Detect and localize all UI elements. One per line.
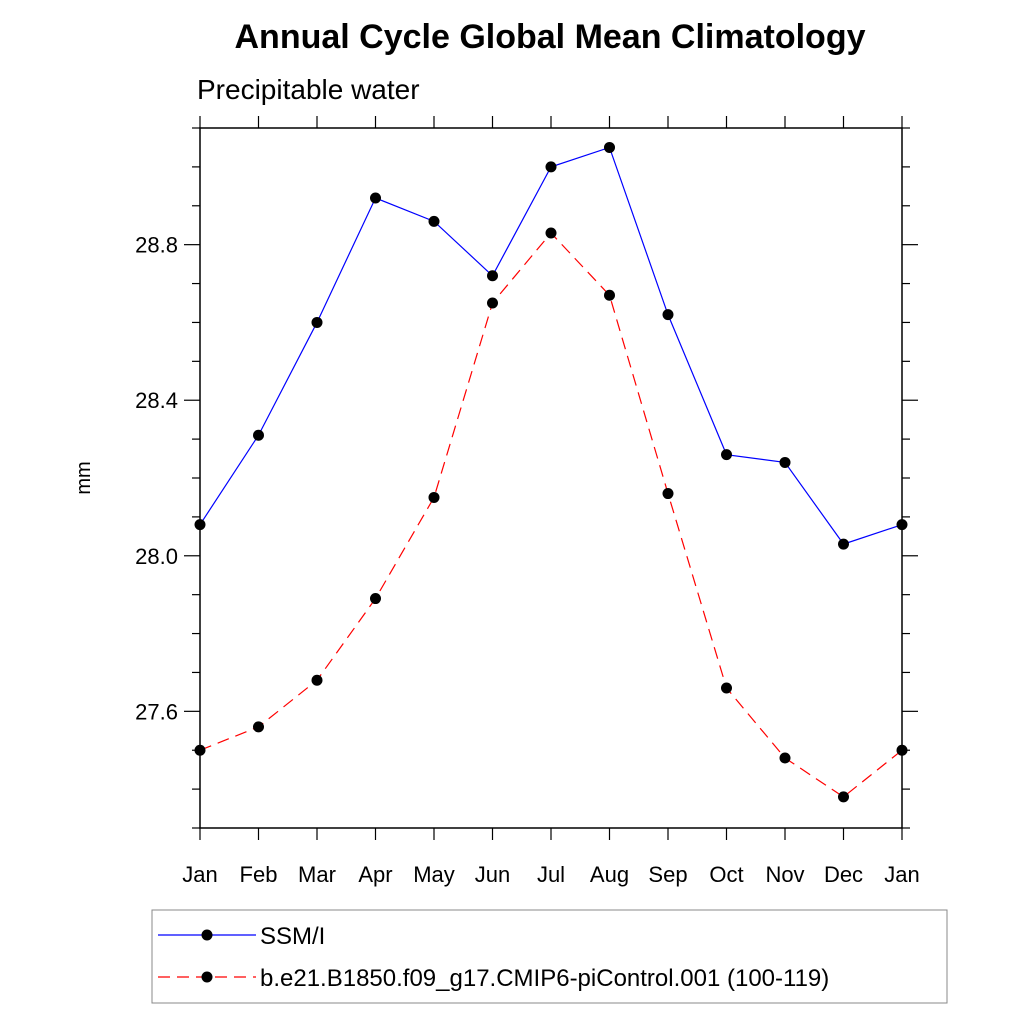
x-tick-label: Dec (824, 862, 863, 887)
x-tick-label: Sep (648, 862, 687, 887)
legend-label-1: SSM/I (260, 923, 325, 950)
y-tick-label: 27.6 (135, 699, 178, 724)
series-line-2 (199, 232, 903, 798)
chart-subtitle: Precipitable water (197, 74, 420, 105)
x-tick-label: Jan (182, 862, 217, 887)
data-point-series-1 (896, 519, 908, 531)
legend-marker-2 (201, 971, 213, 983)
data-point-series-1 (428, 215, 440, 227)
data-point-series-2 (253, 721, 264, 733)
data-point-series-2 (545, 227, 557, 239)
x-tick-label: Nov (765, 862, 804, 887)
y-tick-label: 28.4 (135, 388, 178, 413)
x-tick-label: May (413, 862, 455, 887)
y-tick-label: 28.0 (135, 544, 178, 569)
y-axis-label: mm (73, 461, 95, 494)
x-tick-label: Jan (884, 862, 919, 887)
legend-box (151, 909, 948, 1004)
data-point-series-1 (194, 519, 206, 531)
x-tick-label: Jul (537, 862, 565, 887)
x-tick-label: Feb (240, 862, 278, 887)
data-point-series-2 (194, 744, 206, 756)
series-line-1 (199, 146, 903, 545)
data-point-series-1 (721, 449, 732, 461)
data-point-series-2 (896, 744, 908, 756)
data-point-series-1 (545, 161, 557, 173)
data-point-series-1 (487, 270, 498, 282)
data-point-series-2 (428, 491, 440, 503)
y-tick-label: 28.8 (135, 233, 178, 258)
data-point-series-2 (779, 752, 791, 764)
data-point-series-2 (487, 297, 498, 309)
x-tick-label: Apr (358, 862, 392, 887)
data-point-series-2 (838, 791, 849, 803)
data-point-series-1 (779, 456, 791, 468)
x-axis-ticks: Jan Feb Mar Apr May Jun Jul Aug Sep Oct Nov Dec Jan (182, 116, 920, 887)
data-point-series-2 (370, 593, 381, 605)
chart-title: Annual Cycle Global Mean Climatology (235, 18, 866, 56)
data-point-series-1 (604, 141, 615, 153)
legend: SSM/I b.e21.B1850.f09_g17.CMIP6-piControl… (158, 923, 829, 992)
series-layer (194, 141, 908, 803)
data-point-series-2 (311, 674, 323, 686)
data-point-series-2 (604, 289, 615, 301)
data-point-series-1 (370, 192, 381, 204)
y-axis-ticks: 27.6 28.0 28.4 28.8 (135, 127, 918, 829)
x-tick-label: Mar (298, 862, 336, 887)
x-tick-label: Oct (709, 862, 743, 887)
data-point-series-1 (662, 309, 674, 321)
x-tick-label: Jun (475, 862, 510, 887)
legend-marker-1 (201, 929, 213, 941)
x-tick-label: Aug (590, 862, 629, 887)
data-point-series-2 (662, 488, 674, 500)
legend-label-2: b.e21.B1850.f09_g17.CMIP6-piControl.001 … (260, 965, 829, 992)
data-point-series-1 (253, 429, 264, 441)
data-point-series-1 (838, 538, 849, 550)
data-point-series-2 (721, 682, 732, 694)
data-point-series-1 (311, 316, 323, 328)
